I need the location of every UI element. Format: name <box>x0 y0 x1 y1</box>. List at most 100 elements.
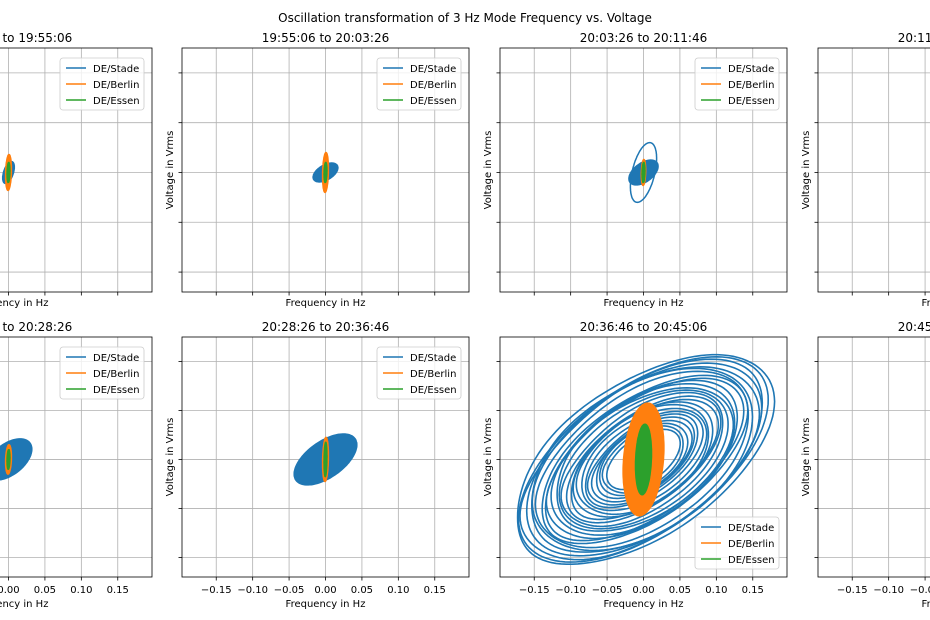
plot-area <box>516 353 776 565</box>
legend-label: DE/Berlin <box>410 80 456 91</box>
subplot-title: 20:03:26 to 20:11:46 <box>580 31 707 45</box>
x-axis-label: Frequency in Hz <box>286 599 366 610</box>
legend-box <box>59 346 145 400</box>
y-axis-label: Voltage in Vrms <box>801 131 812 210</box>
x-axis-label: Frequency in Hz <box>286 298 366 309</box>
x-tick-label: 0.10 <box>705 585 727 596</box>
subplot-2: 19:55:06 to 20:03:26 Frequency in Hz Volta… <box>165 31 470 309</box>
y-axis-label: Voltage in Vrms <box>483 131 494 210</box>
plot-area <box>312 151 339 194</box>
x-axis-label: Frequency in Hz <box>922 599 930 610</box>
series-line-de-stade <box>544 377 745 542</box>
legend-label: DE/Berlin <box>93 369 139 380</box>
x-tick-label: 0.00 <box>632 585 654 596</box>
plot-area <box>0 438 33 481</box>
x-tick-label: 0.05 <box>34 585 56 596</box>
legend-label: DE/Essen <box>93 385 140 396</box>
x-tick-label: −0.05 <box>592 585 623 596</box>
legend-label: DE/Essen <box>728 555 775 566</box>
legend-label: DE/Berlin <box>93 80 139 91</box>
legend-label: DE/Berlin <box>728 80 774 91</box>
x-tick-label: 0.00 <box>0 585 20 596</box>
series-outer-loop <box>629 141 658 204</box>
legend-box <box>694 516 780 570</box>
axes-frame <box>817 47 930 293</box>
y-axis-label: Voltage in Vrms <box>483 418 494 497</box>
subplot-title: 20:20:06 to 20:28:26 <box>0 320 72 334</box>
subplot-6: −0.15 −0.10 −0.05 0.00 0.05 0.10 0.15 20:28:26 … <box>165 320 470 610</box>
series-line-de-essen <box>641 161 646 184</box>
legend-label: DE/Berlin <box>410 369 456 380</box>
legend-label: DE/Essen <box>410 385 457 396</box>
axes-frame <box>499 47 788 293</box>
x-axis-label: Frequency in Hz <box>0 599 48 610</box>
axes-frame <box>0 47 153 293</box>
x-axis-label: Frequency in Hz <box>0 298 48 309</box>
series-line-de-essen <box>6 161 11 184</box>
x-tick-label: −0.15 <box>519 585 550 596</box>
legend-label: DE/Essen <box>728 96 775 107</box>
x-tick-label: −0.05 <box>274 585 305 596</box>
series-line-de-essen <box>6 448 11 470</box>
legend-box <box>694 57 780 111</box>
series-line-de-essen <box>323 161 328 184</box>
legend-label: DE/Essen <box>410 96 457 107</box>
legend-label: DE/Berlin <box>728 539 774 550</box>
series-line-de-stade <box>556 386 735 532</box>
x-tick-label: 0.15 <box>107 585 129 596</box>
series-line-de-essen <box>323 441 328 478</box>
subplot-4: 20:11:46 to 20:20:06 Frequency in Hz Volta… <box>801 31 930 309</box>
x-tick-label: 0.10 <box>387 585 409 596</box>
series-line-de-stade <box>516 353 776 565</box>
legend-label: DE/Stade <box>728 523 774 534</box>
x-tick-label: 0.05 <box>351 585 373 596</box>
series-line-de-stade <box>558 389 729 530</box>
subplot-title: 20:36:46 to 20:45:06 <box>580 320 707 334</box>
series-line-de-stade <box>517 355 770 563</box>
legend-label: DE/Stade <box>410 353 456 364</box>
figure-title: Oscillation transformation of 3 Hz Mode … <box>278 11 652 25</box>
series-line-de-stade <box>541 374 749 545</box>
legend: DE/Stade DE/Berlin DE/Essen <box>376 57 462 111</box>
x-tick-label: 0.00 <box>314 585 336 596</box>
series-line-de-stade <box>534 370 750 549</box>
plot-area <box>1 153 16 192</box>
legend-box <box>59 57 145 111</box>
x-axis-label: Frequency in Hz <box>604 298 684 309</box>
axes-frame <box>181 336 470 578</box>
x-tick-label: −0.15 <box>201 585 232 596</box>
x-tick-label: −0.10 <box>555 585 586 596</box>
axes-frame <box>181 47 470 293</box>
subplot-5: −0.15−0.10−0.050.000.050.100.1520:20:06 … <box>0 320 153 610</box>
x-axis-label: Frequency in Hz <box>604 599 684 610</box>
x-tick-label: −0.10 <box>237 585 268 596</box>
legend: DE/Stade DE/Berlin DE/Essen <box>376 346 462 400</box>
legend-box <box>376 346 462 400</box>
subplot-title: 19:55:06 to 20:03:26 <box>262 31 389 45</box>
subplot-7: −0.15 −0.10 −0.05 0.00 0.05 0.10 0.15 20:36:46 … <box>483 320 788 610</box>
y-axis-label: Voltage in Vrms <box>165 131 176 210</box>
subplot-title: 19:46:46 to 19:55:06 <box>0 31 72 45</box>
axes-frame <box>0 336 153 578</box>
x-tick-label: −0.15 <box>837 585 868 596</box>
x-tick-label: 0.10 <box>70 585 92 596</box>
x-tick-label: 0.05 <box>669 585 691 596</box>
legend-label: DE/Stade <box>93 64 139 75</box>
legend: DE/Stade DE/Berlin DE/Essen <box>59 346 145 400</box>
subplot-title: 20:28:26 to 20:36:46 <box>262 320 389 334</box>
y-axis-label: Voltage in Vrms <box>165 418 176 497</box>
legend-label: DE/Stade <box>93 353 139 364</box>
plot-area <box>628 141 659 204</box>
series-line-de-essen <box>634 423 653 496</box>
legend: DE/Stade DE/Berlin DE/Essen <box>694 57 780 111</box>
series-line-de-stade <box>0 438 33 481</box>
x-tick-label: 0.15 <box>742 585 764 596</box>
plot-area <box>293 433 358 486</box>
legend-box <box>376 57 462 111</box>
legend-label: DE/Essen <box>93 96 140 107</box>
x-tick-label: −0.05 <box>910 585 930 596</box>
x-axis-label: Frequency in Hz <box>922 298 930 309</box>
axes-frame <box>499 336 788 578</box>
legend-label: DE/Stade <box>728 64 774 75</box>
